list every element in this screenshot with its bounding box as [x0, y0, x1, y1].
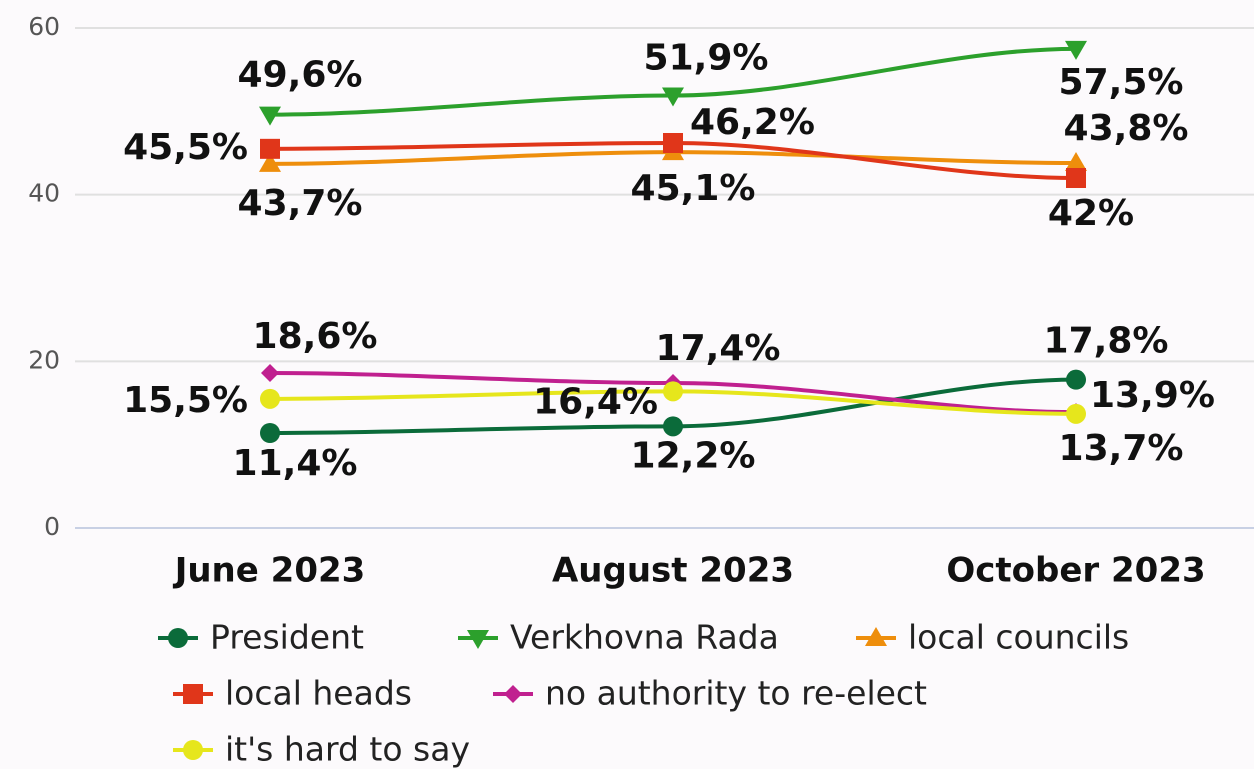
point: [260, 423, 280, 443]
point: [662, 87, 684, 107]
legend-item: no authority to re-elect: [493, 674, 927, 713]
legend-marker: [467, 630, 489, 649]
value-label: 17,8%: [1044, 321, 1169, 362]
legend-label: local heads: [225, 674, 412, 713]
legend-marker: [183, 684, 203, 704]
legend-item: local councils: [856, 618, 1129, 657]
legend-item: Verkhovna Rada: [458, 618, 779, 657]
y-tick-label: 40: [28, 179, 60, 208]
point: [1065, 40, 1087, 60]
legend-label: Verkhovna Rada: [510, 618, 779, 657]
value-label: 46,2%: [690, 102, 815, 143]
value-label: 45,1%: [631, 168, 756, 209]
value-label: 12,2%: [631, 435, 756, 476]
value-label: 51,9%: [644, 38, 769, 79]
point: [1066, 403, 1086, 424]
value-label: 45,5%: [123, 127, 248, 168]
point: [259, 152, 281, 172]
value-label: 57,5%: [1059, 62, 1184, 103]
x-tick-label: June 2023: [173, 551, 366, 591]
y-tick-label: 20: [28, 345, 60, 374]
value-label: 17,4%: [656, 328, 781, 369]
point: [663, 133, 683, 153]
value-label: 43,7%: [238, 183, 363, 224]
value-label: 43,8%: [1064, 108, 1189, 149]
value-label: 49,6%: [238, 55, 363, 96]
point: [1065, 152, 1087, 171]
legend-label: President: [210, 618, 364, 657]
value-label: 15,5%: [123, 380, 248, 421]
legend-label: local councils: [908, 618, 1129, 657]
legend-marker: [865, 627, 887, 646]
legend-marker: [504, 685, 522, 703]
value-label: 42%: [1048, 193, 1134, 234]
legend-marker: [168, 628, 188, 648]
point: [663, 416, 683, 437]
point: [260, 138, 280, 159]
value-label: 18,6%: [253, 316, 378, 357]
point: [260, 388, 280, 409]
point: [663, 381, 683, 402]
x-tick-label: October 2023: [946, 551, 1205, 591]
value-label: 13,9%: [1090, 375, 1215, 416]
legend-marker: [183, 740, 203, 760]
legend-item: it's hard to say: [173, 730, 470, 769]
value-label: 11,4%: [233, 443, 358, 484]
point: [1066, 168, 1086, 188]
point: [259, 106, 281, 126]
point: [1066, 369, 1086, 390]
point: [261, 364, 279, 382]
x-tick-label: August 2023: [552, 551, 794, 591]
legend-item: President: [158, 618, 364, 657]
legend-label: it's hard to say: [225, 730, 470, 769]
value-label: 13,7%: [1059, 428, 1184, 469]
legend-label: no authority to re-elect: [545, 674, 927, 713]
value-label: 16,4%: [533, 381, 658, 422]
y-tick-label: 0: [44, 512, 60, 541]
y-tick-label: 60: [28, 12, 60, 41]
legend-item: local heads: [173, 674, 412, 713]
